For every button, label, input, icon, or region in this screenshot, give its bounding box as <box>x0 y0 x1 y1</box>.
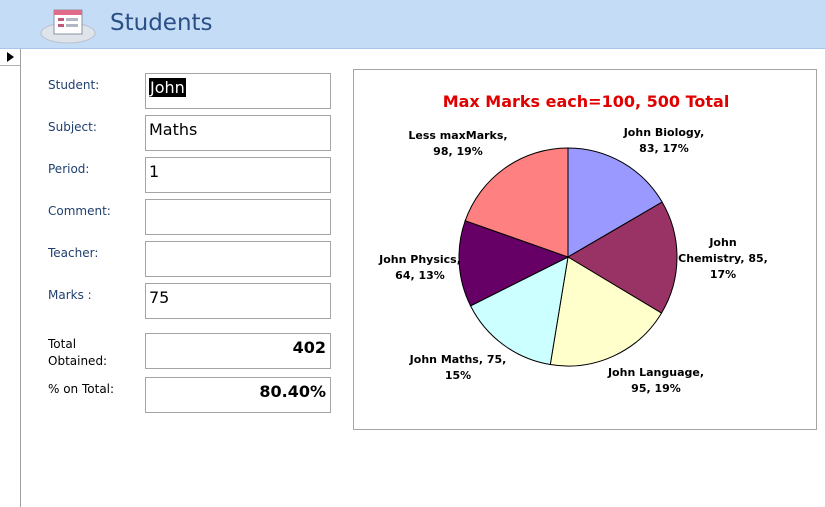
current-record-arrow-icon <box>7 52 14 62</box>
slice-label-line: 98, 19% <box>433 145 483 158</box>
marks-label: Marks : <box>48 288 92 302</box>
slice-label-line: 64, 13% <box>395 269 445 282</box>
total-obtained-field[interactable]: 402 <box>145 333 331 369</box>
student-label: Student: <box>48 78 100 92</box>
period-label: Period: <box>48 162 90 176</box>
marks-pie-chart: Max Marks each=100, 500 Total John Biolo… <box>353 69 817 430</box>
pie-slice <box>549 256 663 367</box>
slice-label-line: 83, 17% <box>639 142 689 155</box>
slice-label-line: John Biology, <box>623 126 705 139</box>
teacher-label: Teacher: <box>48 246 99 260</box>
subject-field[interactable]: Maths <box>145 115 331 151</box>
slice-label-line: 95, 19% <box>631 382 681 395</box>
period-field[interactable]: 1 <box>145 157 331 193</box>
pie-chart-svg: Max Marks each=100, 500 Total John Biolo… <box>378 92 768 395</box>
slice-label-line: John Maths, 75, <box>409 353 507 366</box>
slice-label: John Maths, 75, 15% <box>409 353 507 382</box>
comment-label: Comment: <box>48 204 111 218</box>
slice-label-line: Chemistry, 85, <box>678 252 768 265</box>
slice-label-line: Less maxMarks, <box>408 129 507 142</box>
teacher-field[interactable] <box>145 241 331 277</box>
pie-slice <box>469 256 569 366</box>
student-value: John <box>149 78 186 97</box>
record-selector-current[interactable] <box>0 49 20 66</box>
slice-label-line: John Physics, <box>378 253 461 266</box>
chart-title: Max Marks each=100, 500 Total <box>443 92 730 111</box>
form-header: Students <box>0 0 825 49</box>
form-title: Students <box>110 10 213 36</box>
slice-label-line: 17% <box>710 268 736 281</box>
pie-slice <box>464 147 569 258</box>
total-label-line1: Total <box>48 337 77 351</box>
subject-label: Subject: <box>48 120 97 134</box>
total-obtained-label: Total Obtained: <box>48 336 107 370</box>
slice-label-line: 15% <box>445 369 471 382</box>
student-field[interactable]: John <box>145 73 331 109</box>
pie-slice <box>567 147 663 258</box>
percent-total-label: % on Total: <box>48 382 115 396</box>
slice-label: John Language, 95, 19% <box>607 366 704 395</box>
slice-label: John Biology, 83, 17% <box>623 126 705 155</box>
slice-label-line: John <box>708 236 736 249</box>
marks-field[interactable]: 75 <box>145 283 331 319</box>
pie-slice <box>458 220 570 307</box>
record-selector[interactable] <box>0 49 21 507</box>
pie-slice <box>567 201 678 314</box>
percent-total-field[interactable]: 80.40% <box>145 377 331 413</box>
slice-label: John Physics, 64, 13% <box>378 253 461 282</box>
total-label-line2: Obtained: <box>48 354 108 368</box>
form-icon <box>40 9 96 44</box>
slice-label-line: John Language, <box>607 366 704 379</box>
slice-label: John Chemistry, 85, 17% <box>678 236 768 281</box>
comment-field[interactable] <box>145 199 331 235</box>
slice-label: Less maxMarks, 98, 19% <box>408 129 507 158</box>
